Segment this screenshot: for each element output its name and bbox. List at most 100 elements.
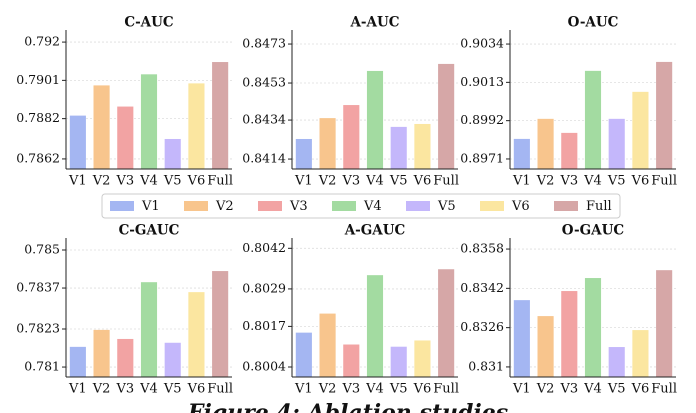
- y-tick-label: 0.8358: [460, 241, 504, 256]
- bar: [343, 105, 360, 169]
- bar: [366, 275, 384, 377]
- x-tick-label: V6: [187, 174, 206, 189]
- x-tick-label: V3: [341, 174, 360, 189]
- panel-title: A-AUC: [349, 15, 399, 31]
- bar: [319, 313, 336, 377]
- x-tick-label: Full: [651, 174, 677, 189]
- bar: [117, 106, 134, 169]
- bar: [140, 282, 158, 377]
- bar: [513, 300, 530, 377]
- x-tick-label: V6: [187, 382, 206, 397]
- x-tick-label: V2: [536, 382, 555, 397]
- x-tick-label: V4: [365, 382, 384, 397]
- panel-title: C-AUC: [124, 15, 174, 31]
- bar: [93, 85, 110, 169]
- x-tick-label: Full: [433, 174, 459, 189]
- panel-title: O-GAUC: [562, 223, 625, 239]
- legend-box: [101, 193, 621, 219]
- bar: [632, 330, 649, 377]
- x-tick-label: V2: [536, 174, 555, 189]
- bar: [69, 115, 86, 169]
- y-tick-label: 0.792: [24, 34, 60, 49]
- x-tick-label: V3: [559, 382, 578, 397]
- bar: [390, 346, 407, 377]
- y-tick-label: 0.785: [24, 241, 60, 256]
- legend-swatch: [184, 201, 208, 211]
- y-tick-label: 0.7901: [16, 72, 60, 87]
- y-tick-label: 0.7837: [16, 280, 60, 295]
- x-tick-label: V5: [607, 382, 626, 397]
- bar: [93, 329, 110, 377]
- panel-title: O-AUC: [568, 15, 619, 31]
- bar: [632, 91, 649, 169]
- x-tick-label: V4: [139, 382, 158, 397]
- y-tick-label: 0.7823: [16, 321, 60, 336]
- legend-label: V2: [215, 199, 234, 214]
- x-tick-label: Full: [207, 174, 233, 189]
- y-tick-label: 0.8992: [460, 112, 504, 127]
- bar: [164, 342, 181, 377]
- x-tick-label: V4: [365, 174, 384, 189]
- bar: [561, 132, 578, 169]
- bar: [656, 270, 673, 377]
- panel-title: A-GAUC: [344, 223, 406, 239]
- y-tick-label: 0.7882: [16, 110, 60, 125]
- x-tick-label: V1: [294, 382, 313, 397]
- y-tick-label: 0.8042: [242, 240, 286, 255]
- x-tick-label: V1: [68, 174, 87, 189]
- x-tick-label: V1: [512, 174, 531, 189]
- bar: [438, 63, 455, 169]
- bar: [212, 271, 229, 377]
- bar: [561, 291, 578, 377]
- x-tick-label: V2: [318, 382, 337, 397]
- y-tick-label: 0.8326: [460, 319, 504, 334]
- bar: [164, 138, 181, 169]
- x-tick-label: V2: [92, 174, 111, 189]
- legend-swatch: [258, 201, 282, 211]
- legend-swatch: [332, 201, 356, 211]
- x-tick-label: Full: [207, 382, 233, 397]
- y-tick-label: 0.8029: [242, 280, 286, 295]
- y-tick-label: 0.8453: [242, 75, 286, 90]
- bar: [140, 74, 158, 169]
- x-tick-label: V3: [115, 382, 134, 397]
- legend-swatch: [110, 201, 134, 211]
- bar: [319, 118, 336, 169]
- legend-swatch: [480, 201, 504, 211]
- caption: Figure 4: Ablation studies: [187, 400, 508, 413]
- x-tick-label: V1: [68, 382, 87, 397]
- x-tick-label: V5: [163, 382, 182, 397]
- legend-label: Full: [586, 199, 612, 214]
- bar: [390, 126, 407, 169]
- x-tick-label: V6: [631, 174, 650, 189]
- x-tick-label: V5: [389, 174, 408, 189]
- x-tick-label: V5: [607, 174, 626, 189]
- bar: [656, 61, 673, 169]
- y-tick-label: 0.8342: [460, 280, 504, 295]
- y-tick-label: 0.8971: [460, 150, 504, 165]
- legend-label: V3: [289, 199, 308, 214]
- x-tick-label: V3: [559, 174, 578, 189]
- legend-swatch: [554, 201, 578, 211]
- y-tick-label: 0.8473: [242, 36, 286, 51]
- bar: [513, 138, 530, 169]
- bar: [69, 346, 86, 377]
- bar: [537, 316, 554, 377]
- bar: [414, 123, 431, 169]
- x-tick-label: V3: [115, 174, 134, 189]
- x-tick-label: V5: [163, 174, 182, 189]
- bar: [414, 340, 431, 377]
- bar: [366, 70, 384, 169]
- bar: [438, 269, 455, 377]
- legend-label: V1: [141, 199, 160, 214]
- legend-label: V6: [511, 199, 530, 214]
- bar: [537, 118, 554, 169]
- y-tick-label: 0.8017: [242, 318, 286, 333]
- x-tick-label: V4: [583, 382, 602, 397]
- x-tick-label: V1: [294, 174, 313, 189]
- bar: [584, 278, 602, 377]
- y-tick-label: 0.8434: [242, 112, 286, 127]
- bar: [608, 118, 625, 169]
- bar: [295, 138, 312, 169]
